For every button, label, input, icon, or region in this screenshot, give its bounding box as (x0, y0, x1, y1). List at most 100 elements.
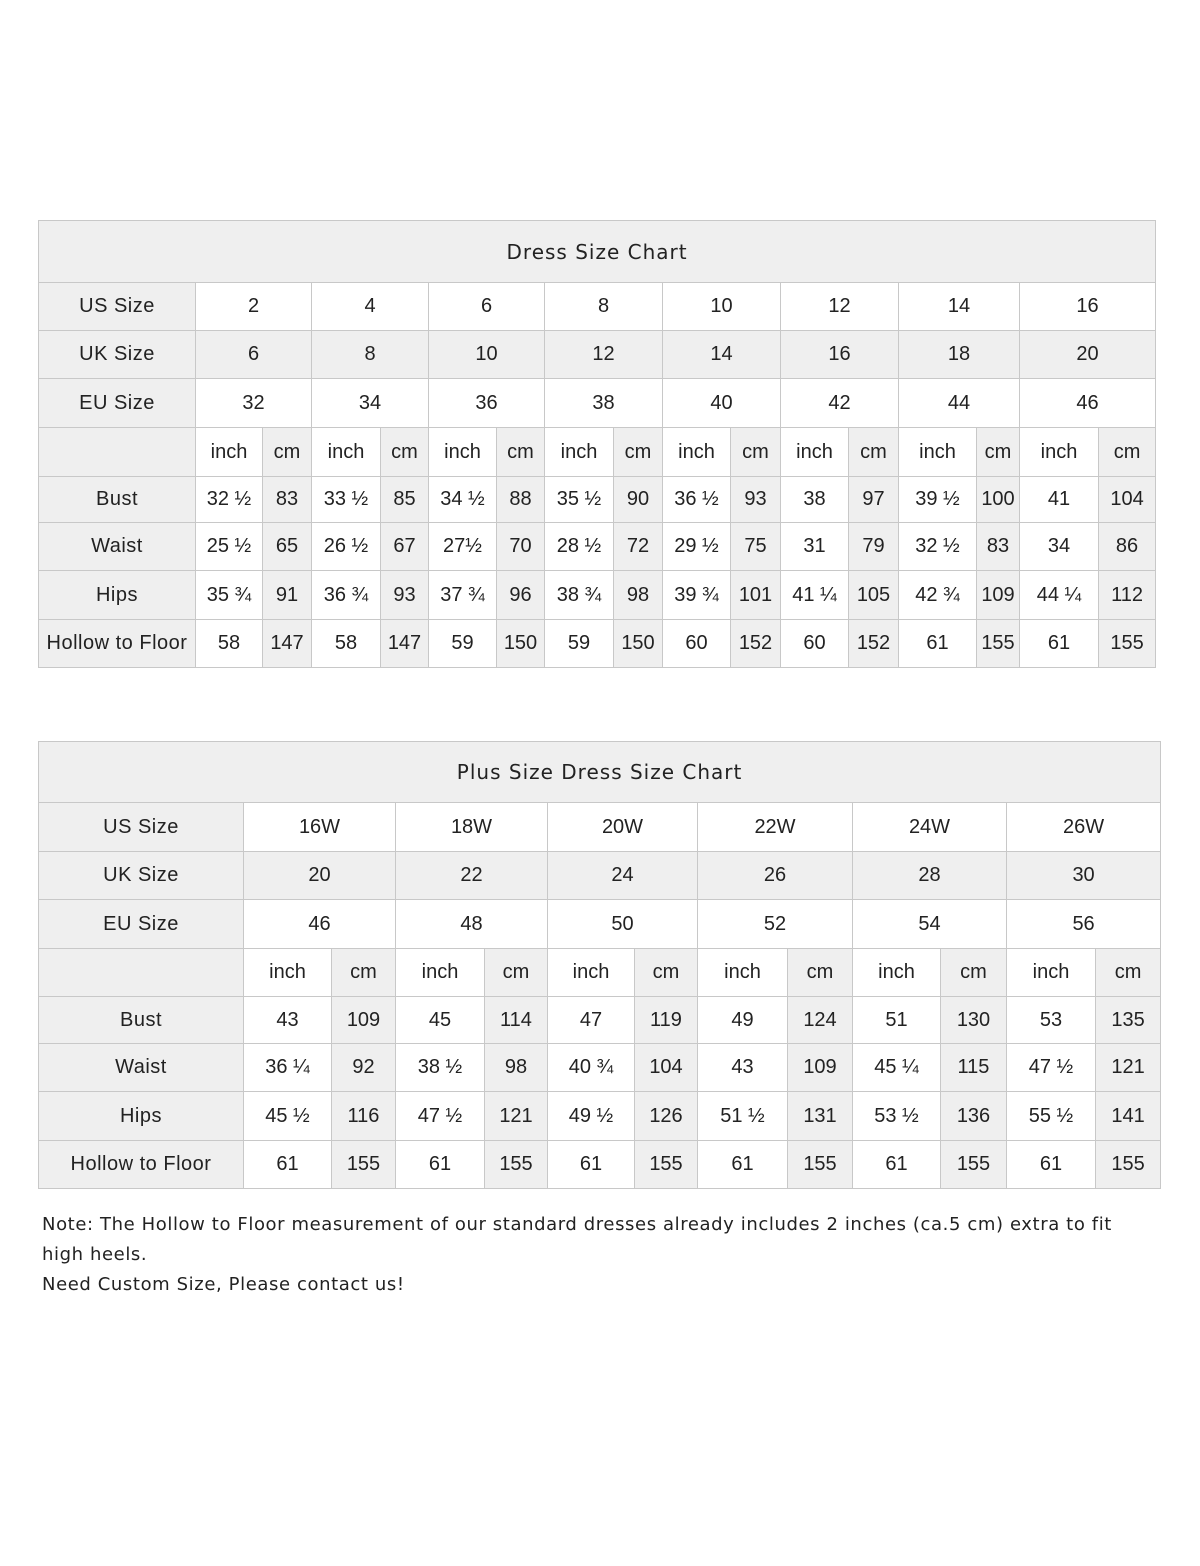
value-cm: 121 (1094, 1043, 1162, 1092)
unit-inch: inch (780, 427, 849, 477)
value-inch: 40 ¾ (547, 1043, 635, 1092)
value-cm: 155 (634, 1140, 698, 1189)
value-cm: 72 (613, 522, 663, 571)
value-inch: 35 ¾ (195, 570, 263, 620)
unit-inch: inch (195, 427, 263, 477)
value-cm: 147 (380, 619, 429, 668)
value-cm: 147 (262, 619, 312, 668)
value-cm: 104 (634, 1043, 698, 1092)
row-label: Hips (38, 1091, 244, 1141)
unit-cm: cm (634, 948, 698, 997)
unit-inch: inch (697, 948, 788, 997)
unit-inch: inch (1006, 948, 1096, 997)
value-inch: 43 (243, 996, 332, 1044)
size-cell: 2 (195, 282, 312, 331)
value-inch: 44 ¼ (1019, 570, 1099, 620)
value-cm: 104 (1097, 476, 1157, 523)
value-cm: 83 (262, 476, 312, 523)
unit-cm: cm (1094, 948, 1162, 997)
unit-inch: inch (311, 427, 381, 477)
value-inch: 35 ½ (544, 476, 614, 523)
value-cm: 79 (848, 522, 899, 571)
size-cell: 12 (544, 330, 663, 379)
size-cell: 18 (898, 330, 1020, 379)
value-inch: 36 ¾ (311, 570, 381, 620)
measure-row-hips: Hips 45 ½ 116 47 ½ 121 49 ½ 126 51 ½ 131 53 ½ 136 5… (38, 1091, 1162, 1141)
value-inch: 61 (547, 1140, 635, 1189)
value-cm: 83 (976, 522, 1020, 571)
size-cell: 38 (544, 378, 663, 428)
value-cm: 101 (730, 570, 781, 620)
value-cm: 116 (331, 1091, 396, 1141)
unit-cm: cm (848, 427, 899, 477)
value-inch: 45 (395, 996, 485, 1044)
value-cm: 141 (1094, 1091, 1162, 1141)
value-cm: 96 (496, 570, 545, 620)
value-cm: 112 (1097, 570, 1157, 620)
value-inch: 61 (898, 619, 977, 668)
size-cell: 22 (395, 851, 548, 900)
size-cell: 46 (1018, 378, 1157, 428)
size-cell: 44 (898, 378, 1020, 428)
value-cm: 155 (787, 1140, 853, 1189)
value-cm: 85 (380, 476, 429, 523)
size-cell: 40 (662, 378, 781, 428)
row-label: US Size (38, 282, 196, 331)
value-inch: 42 ¾ (898, 570, 977, 620)
value-inch: 61 (1006, 1140, 1096, 1189)
size-cell: 4 (311, 282, 429, 331)
size-cell: 14 (662, 330, 781, 379)
unit-inch: inch (852, 948, 941, 997)
value-inch: 38 (780, 476, 849, 523)
value-inch: 32 ½ (195, 476, 263, 523)
value-cm: 155 (976, 619, 1020, 668)
size-cell: 50 (547, 899, 698, 949)
measure-row-hollow-to-floor: Hollow to Floor 61 155 61 155 61 155 61 155 61 155… (38, 1140, 1162, 1189)
size-cell: 52 (697, 899, 853, 949)
size-cell: 10 (662, 282, 781, 331)
size-row-uk-size: UK Size 6 8 10 12 14 16 18 20 (38, 330, 1157, 379)
value-cm: 131 (787, 1091, 853, 1141)
unit-inch: inch (395, 948, 485, 997)
value-inch: 39 ½ (898, 476, 977, 523)
value-inch: 60 (662, 619, 731, 668)
value-inch: 61 (243, 1140, 332, 1189)
size-row-eu-size: EU Size 32 34 36 38 40 42 44 46 (38, 378, 1157, 428)
row-label: Bust (38, 476, 196, 523)
value-cm: 115 (940, 1043, 1007, 1092)
value-inch: 34 (1019, 522, 1099, 571)
value-cm: 92 (331, 1043, 396, 1092)
row-label: EU Size (38, 378, 196, 428)
size-cell: 26W (1005, 802, 1162, 852)
unit-cm: cm (940, 948, 1007, 997)
value-cm: 97 (848, 476, 899, 523)
value-inch: 49 (697, 996, 788, 1044)
size-cell: 10 (428, 330, 545, 379)
value-cm: 109 (787, 1043, 853, 1092)
row-label: UK Size (38, 330, 196, 379)
value-cm: 150 (496, 619, 545, 668)
value-inch: 58 (195, 619, 263, 668)
value-inch: 29 ½ (662, 522, 731, 571)
value-inch: 61 (1019, 619, 1099, 668)
size-cell: 20 (1018, 330, 1157, 379)
chart-title: Plus Size Dress Size Chart (37, 741, 1162, 803)
value-inch: 39 ¾ (662, 570, 731, 620)
value-cm: 152 (848, 619, 899, 668)
unit-inch: inch (243, 948, 332, 997)
unit-row: inch cm inch cm inch cm inch cm inch cm inch cm inch… (38, 427, 1157, 477)
size-cell: 24 (547, 851, 698, 900)
value-cm: 130 (940, 996, 1007, 1044)
value-inch: 59 (428, 619, 497, 668)
unit-cm: cm (262, 427, 312, 477)
size-row-us-size: US Size 16W 18W 20W 22W 24W 26W (38, 802, 1162, 852)
value-cm: 70 (496, 522, 545, 571)
value-inch: 51 ½ (697, 1091, 788, 1141)
row-label: Waist (38, 1043, 244, 1092)
size-cell: 48 (395, 899, 548, 949)
value-inch: 27½ (428, 522, 497, 571)
unit-inch: inch (547, 948, 635, 997)
measure-row-waist: Waist 25 ½ 65 26 ½ 67 27½ 70 28 ½ 72 29 ½ 75 31 79 32… (38, 522, 1157, 571)
value-inch: 53 (1006, 996, 1096, 1044)
